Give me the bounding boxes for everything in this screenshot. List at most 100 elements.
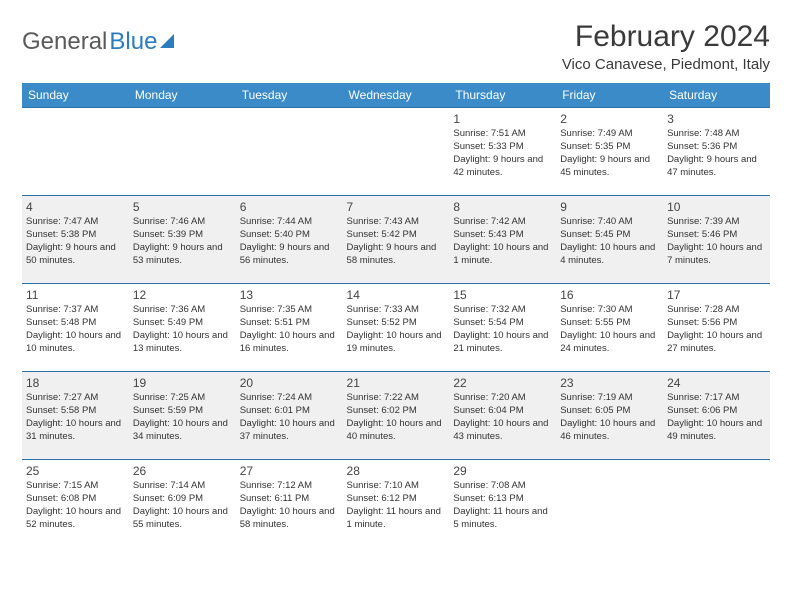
daylight-text: Daylight: 9 hours and 50 minutes.	[26, 242, 125, 268]
calendar-cell: 14Sunrise: 7:33 AMSunset: 5:52 PMDayligh…	[343, 284, 450, 372]
calendar-cell: 22Sunrise: 7:20 AMSunset: 6:04 PMDayligh…	[449, 372, 556, 460]
calendar-cell: 13Sunrise: 7:35 AMSunset: 5:51 PMDayligh…	[236, 284, 343, 372]
sunrise-text: Sunrise: 7:19 AM	[560, 392, 659, 405]
day-number: 24	[667, 375, 766, 391]
calendar-cell: 5Sunrise: 7:46 AMSunset: 5:39 PMDaylight…	[129, 196, 236, 284]
calendar-cell: 3Sunrise: 7:48 AMSunset: 5:36 PMDaylight…	[663, 108, 770, 196]
calendar-cell: 8Sunrise: 7:42 AMSunset: 5:43 PMDaylight…	[449, 196, 556, 284]
calendar-cell: 7Sunrise: 7:43 AMSunset: 5:42 PMDaylight…	[343, 196, 450, 284]
sunrise-text: Sunrise: 7:48 AM	[667, 128, 766, 141]
logo-text-2: Blue	[109, 28, 157, 56]
column-header: Thursday	[449, 83, 556, 108]
column-header: Saturday	[663, 83, 770, 108]
daylight-text: Daylight: 10 hours and 24 minutes.	[560, 330, 659, 356]
sunrise-text: Sunrise: 7:20 AM	[453, 392, 552, 405]
calendar-cell	[236, 108, 343, 196]
daylight-text: Daylight: 10 hours and 58 minutes.	[240, 506, 339, 532]
calendar-cell: 26Sunrise: 7:14 AMSunset: 6:09 PMDayligh…	[129, 460, 236, 548]
sunset-text: Sunset: 5:51 PM	[240, 317, 339, 330]
sunrise-text: Sunrise: 7:46 AM	[133, 216, 232, 229]
daylight-text: Daylight: 10 hours and 27 minutes.	[667, 330, 766, 356]
day-number: 6	[240, 199, 339, 215]
calendar-cell: 1Sunrise: 7:51 AMSunset: 5:33 PMDaylight…	[449, 108, 556, 196]
daylight-text: Daylight: 9 hours and 47 minutes.	[667, 154, 766, 180]
calendar-cell: 24Sunrise: 7:17 AMSunset: 6:06 PMDayligh…	[663, 372, 770, 460]
daylight-text: Daylight: 10 hours and 34 minutes.	[133, 418, 232, 444]
sunset-text: Sunset: 5:35 PM	[560, 141, 659, 154]
calendar-table: SundayMondayTuesdayWednesdayThursdayFrid…	[22, 83, 770, 548]
daylight-text: Daylight: 10 hours and 40 minutes.	[347, 418, 446, 444]
table-row: 1Sunrise: 7:51 AMSunset: 5:33 PMDaylight…	[22, 108, 770, 196]
daylight-text: Daylight: 10 hours and 19 minutes.	[347, 330, 446, 356]
calendar-cell: 23Sunrise: 7:19 AMSunset: 6:05 PMDayligh…	[556, 372, 663, 460]
day-number: 5	[133, 199, 232, 215]
sunset-text: Sunset: 6:08 PM	[26, 493, 125, 506]
sunset-text: Sunset: 5:59 PM	[133, 405, 232, 418]
sunset-text: Sunset: 6:04 PM	[453, 405, 552, 418]
day-number: 10	[667, 199, 766, 215]
sunrise-text: Sunrise: 7:49 AM	[560, 128, 659, 141]
calendar-cell	[556, 460, 663, 548]
calendar-cell: 18Sunrise: 7:27 AMSunset: 5:58 PMDayligh…	[22, 372, 129, 460]
header: GeneralBlue February 2024 Vico Canavese,…	[22, 20, 770, 73]
sunrise-text: Sunrise: 7:17 AM	[667, 392, 766, 405]
day-number: 20	[240, 375, 339, 391]
sunset-text: Sunset: 5:54 PM	[453, 317, 552, 330]
calendar-cell: 10Sunrise: 7:39 AMSunset: 5:46 PMDayligh…	[663, 196, 770, 284]
sunrise-text: Sunrise: 7:28 AM	[667, 304, 766, 317]
daylight-text: Daylight: 10 hours and 37 minutes.	[240, 418, 339, 444]
sunrise-text: Sunrise: 7:08 AM	[453, 480, 552, 493]
sunset-text: Sunset: 5:36 PM	[667, 141, 766, 154]
day-number: 8	[453, 199, 552, 215]
sunrise-text: Sunrise: 7:14 AM	[133, 480, 232, 493]
daylight-text: Daylight: 10 hours and 55 minutes.	[133, 506, 232, 532]
sunrise-text: Sunrise: 7:51 AM	[453, 128, 552, 141]
sunset-text: Sunset: 5:55 PM	[560, 317, 659, 330]
daylight-text: Daylight: 10 hours and 13 minutes.	[133, 330, 232, 356]
day-number: 14	[347, 287, 446, 303]
calendar-cell: 15Sunrise: 7:32 AMSunset: 5:54 PMDayligh…	[449, 284, 556, 372]
calendar-cell: 11Sunrise: 7:37 AMSunset: 5:48 PMDayligh…	[22, 284, 129, 372]
day-number: 12	[133, 287, 232, 303]
sunset-text: Sunset: 5:48 PM	[26, 317, 125, 330]
sunset-text: Sunset: 5:45 PM	[560, 229, 659, 242]
day-number: 7	[347, 199, 446, 215]
calendar-cell: 4Sunrise: 7:47 AMSunset: 5:38 PMDaylight…	[22, 196, 129, 284]
location: Vico Canavese, Piedmont, Italy	[562, 56, 770, 73]
sunrise-text: Sunrise: 7:33 AM	[347, 304, 446, 317]
sunset-text: Sunset: 5:33 PM	[453, 141, 552, 154]
sunrise-text: Sunrise: 7:35 AM	[240, 304, 339, 317]
sunset-text: Sunset: 5:49 PM	[133, 317, 232, 330]
calendar-cell	[129, 108, 236, 196]
sunrise-text: Sunrise: 7:10 AM	[347, 480, 446, 493]
day-number: 4	[26, 199, 125, 215]
table-row: 11Sunrise: 7:37 AMSunset: 5:48 PMDayligh…	[22, 284, 770, 372]
column-header: Wednesday	[343, 83, 450, 108]
sunrise-text: Sunrise: 7:42 AM	[453, 216, 552, 229]
sunset-text: Sunset: 5:42 PM	[347, 229, 446, 242]
day-number: 21	[347, 375, 446, 391]
daylight-text: Daylight: 9 hours and 53 minutes.	[133, 242, 232, 268]
day-number: 2	[560, 111, 659, 127]
sunset-text: Sunset: 6:13 PM	[453, 493, 552, 506]
day-number: 9	[560, 199, 659, 215]
sunset-text: Sunset: 6:11 PM	[240, 493, 339, 506]
column-header: Sunday	[22, 83, 129, 108]
sunrise-text: Sunrise: 7:32 AM	[453, 304, 552, 317]
daylight-text: Daylight: 10 hours and 49 minutes.	[667, 418, 766, 444]
calendar-cell: 21Sunrise: 7:22 AMSunset: 6:02 PMDayligh…	[343, 372, 450, 460]
logo-triangle-icon	[160, 34, 174, 48]
calendar-cell	[22, 108, 129, 196]
day-number: 29	[453, 463, 552, 479]
sunset-text: Sunset: 5:40 PM	[240, 229, 339, 242]
calendar-cell	[663, 460, 770, 548]
daylight-text: Daylight: 10 hours and 16 minutes.	[240, 330, 339, 356]
daylight-text: Daylight: 9 hours and 58 minutes.	[347, 242, 446, 268]
daylight-text: Daylight: 10 hours and 43 minutes.	[453, 418, 552, 444]
daylight-text: Daylight: 9 hours and 45 minutes.	[560, 154, 659, 180]
table-row: 4Sunrise: 7:47 AMSunset: 5:38 PMDaylight…	[22, 196, 770, 284]
calendar-cell: 28Sunrise: 7:10 AMSunset: 6:12 PMDayligh…	[343, 460, 450, 548]
day-number: 11	[26, 287, 125, 303]
title-block: February 2024 Vico Canavese, Piedmont, I…	[562, 20, 770, 73]
sunrise-text: Sunrise: 7:39 AM	[667, 216, 766, 229]
